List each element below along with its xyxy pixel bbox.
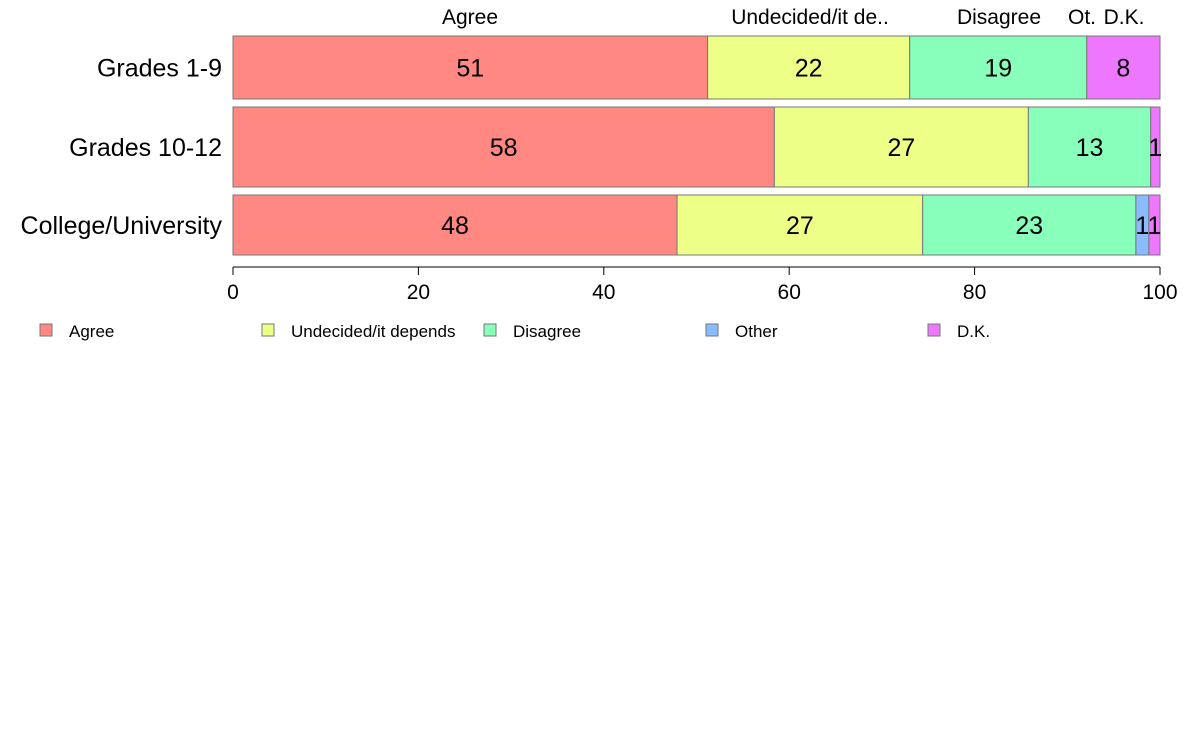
- legend-swatch: [927, 323, 941, 337]
- bar-segment: [232, 194, 678, 256]
- bar-segment: [1027, 106, 1152, 188]
- data-label: 27: [887, 134, 915, 162]
- category-label: Grades 1-9: [97, 55, 222, 83]
- top-series-label: Undecided/it de..: [731, 6, 889, 29]
- bar-segment: [232, 106, 775, 188]
- legend-swatch: [261, 323, 275, 337]
- bar-segment: [1086, 35, 1161, 100]
- data-label: 19: [984, 55, 1012, 83]
- legend-label: Undecided/it depends: [291, 322, 455, 341]
- data-label: 23: [1015, 212, 1043, 240]
- x-tick-label: 40: [592, 281, 615, 304]
- bar-segment: [1150, 106, 1161, 188]
- data-label: 8: [1116, 55, 1130, 83]
- legend-swatch: [483, 323, 497, 337]
- top-series-label: Ot.: [1068, 6, 1096, 29]
- x-tick-label: 100: [1142, 281, 1177, 304]
- bar-segment: [909, 35, 1088, 100]
- bar-segment: [707, 35, 911, 100]
- legend-swatch: [705, 323, 719, 337]
- data-label: 58: [490, 134, 518, 162]
- legend-swatch: [39, 323, 53, 337]
- data-label: 13: [1076, 134, 1104, 162]
- x-tick-label: 60: [778, 281, 801, 304]
- bar-segment: [773, 106, 1029, 188]
- data-label: 27: [786, 212, 814, 240]
- legend-label: Disagree: [513, 322, 581, 341]
- data-label: 22: [795, 55, 823, 83]
- data-label: 1: [1147, 212, 1161, 240]
- x-tick-label: 20: [407, 281, 430, 304]
- top-series-label: Agree: [442, 6, 498, 29]
- x-tick-label: 80: [963, 281, 986, 304]
- category-label: Grades 10-12: [69, 134, 222, 162]
- x-tick-label: 0: [227, 281, 239, 304]
- legend-label: Other: [735, 322, 778, 341]
- bar-segment: [676, 194, 924, 256]
- data-label: 51: [456, 55, 484, 83]
- legend-label: Agree: [69, 322, 114, 341]
- bar-segment: [1148, 194, 1161, 256]
- top-series-label: D.K.: [1104, 6, 1145, 29]
- top-series-label: Disagree: [957, 6, 1041, 29]
- bar-segment: [922, 194, 1137, 256]
- legend-label: D.K.: [957, 322, 990, 341]
- bar-segment: [232, 35, 709, 100]
- data-label: 1: [1148, 134, 1162, 162]
- data-label: 48: [441, 212, 469, 240]
- data-label: 1: [1135, 212, 1149, 240]
- category-label: College/University: [21, 212, 223, 240]
